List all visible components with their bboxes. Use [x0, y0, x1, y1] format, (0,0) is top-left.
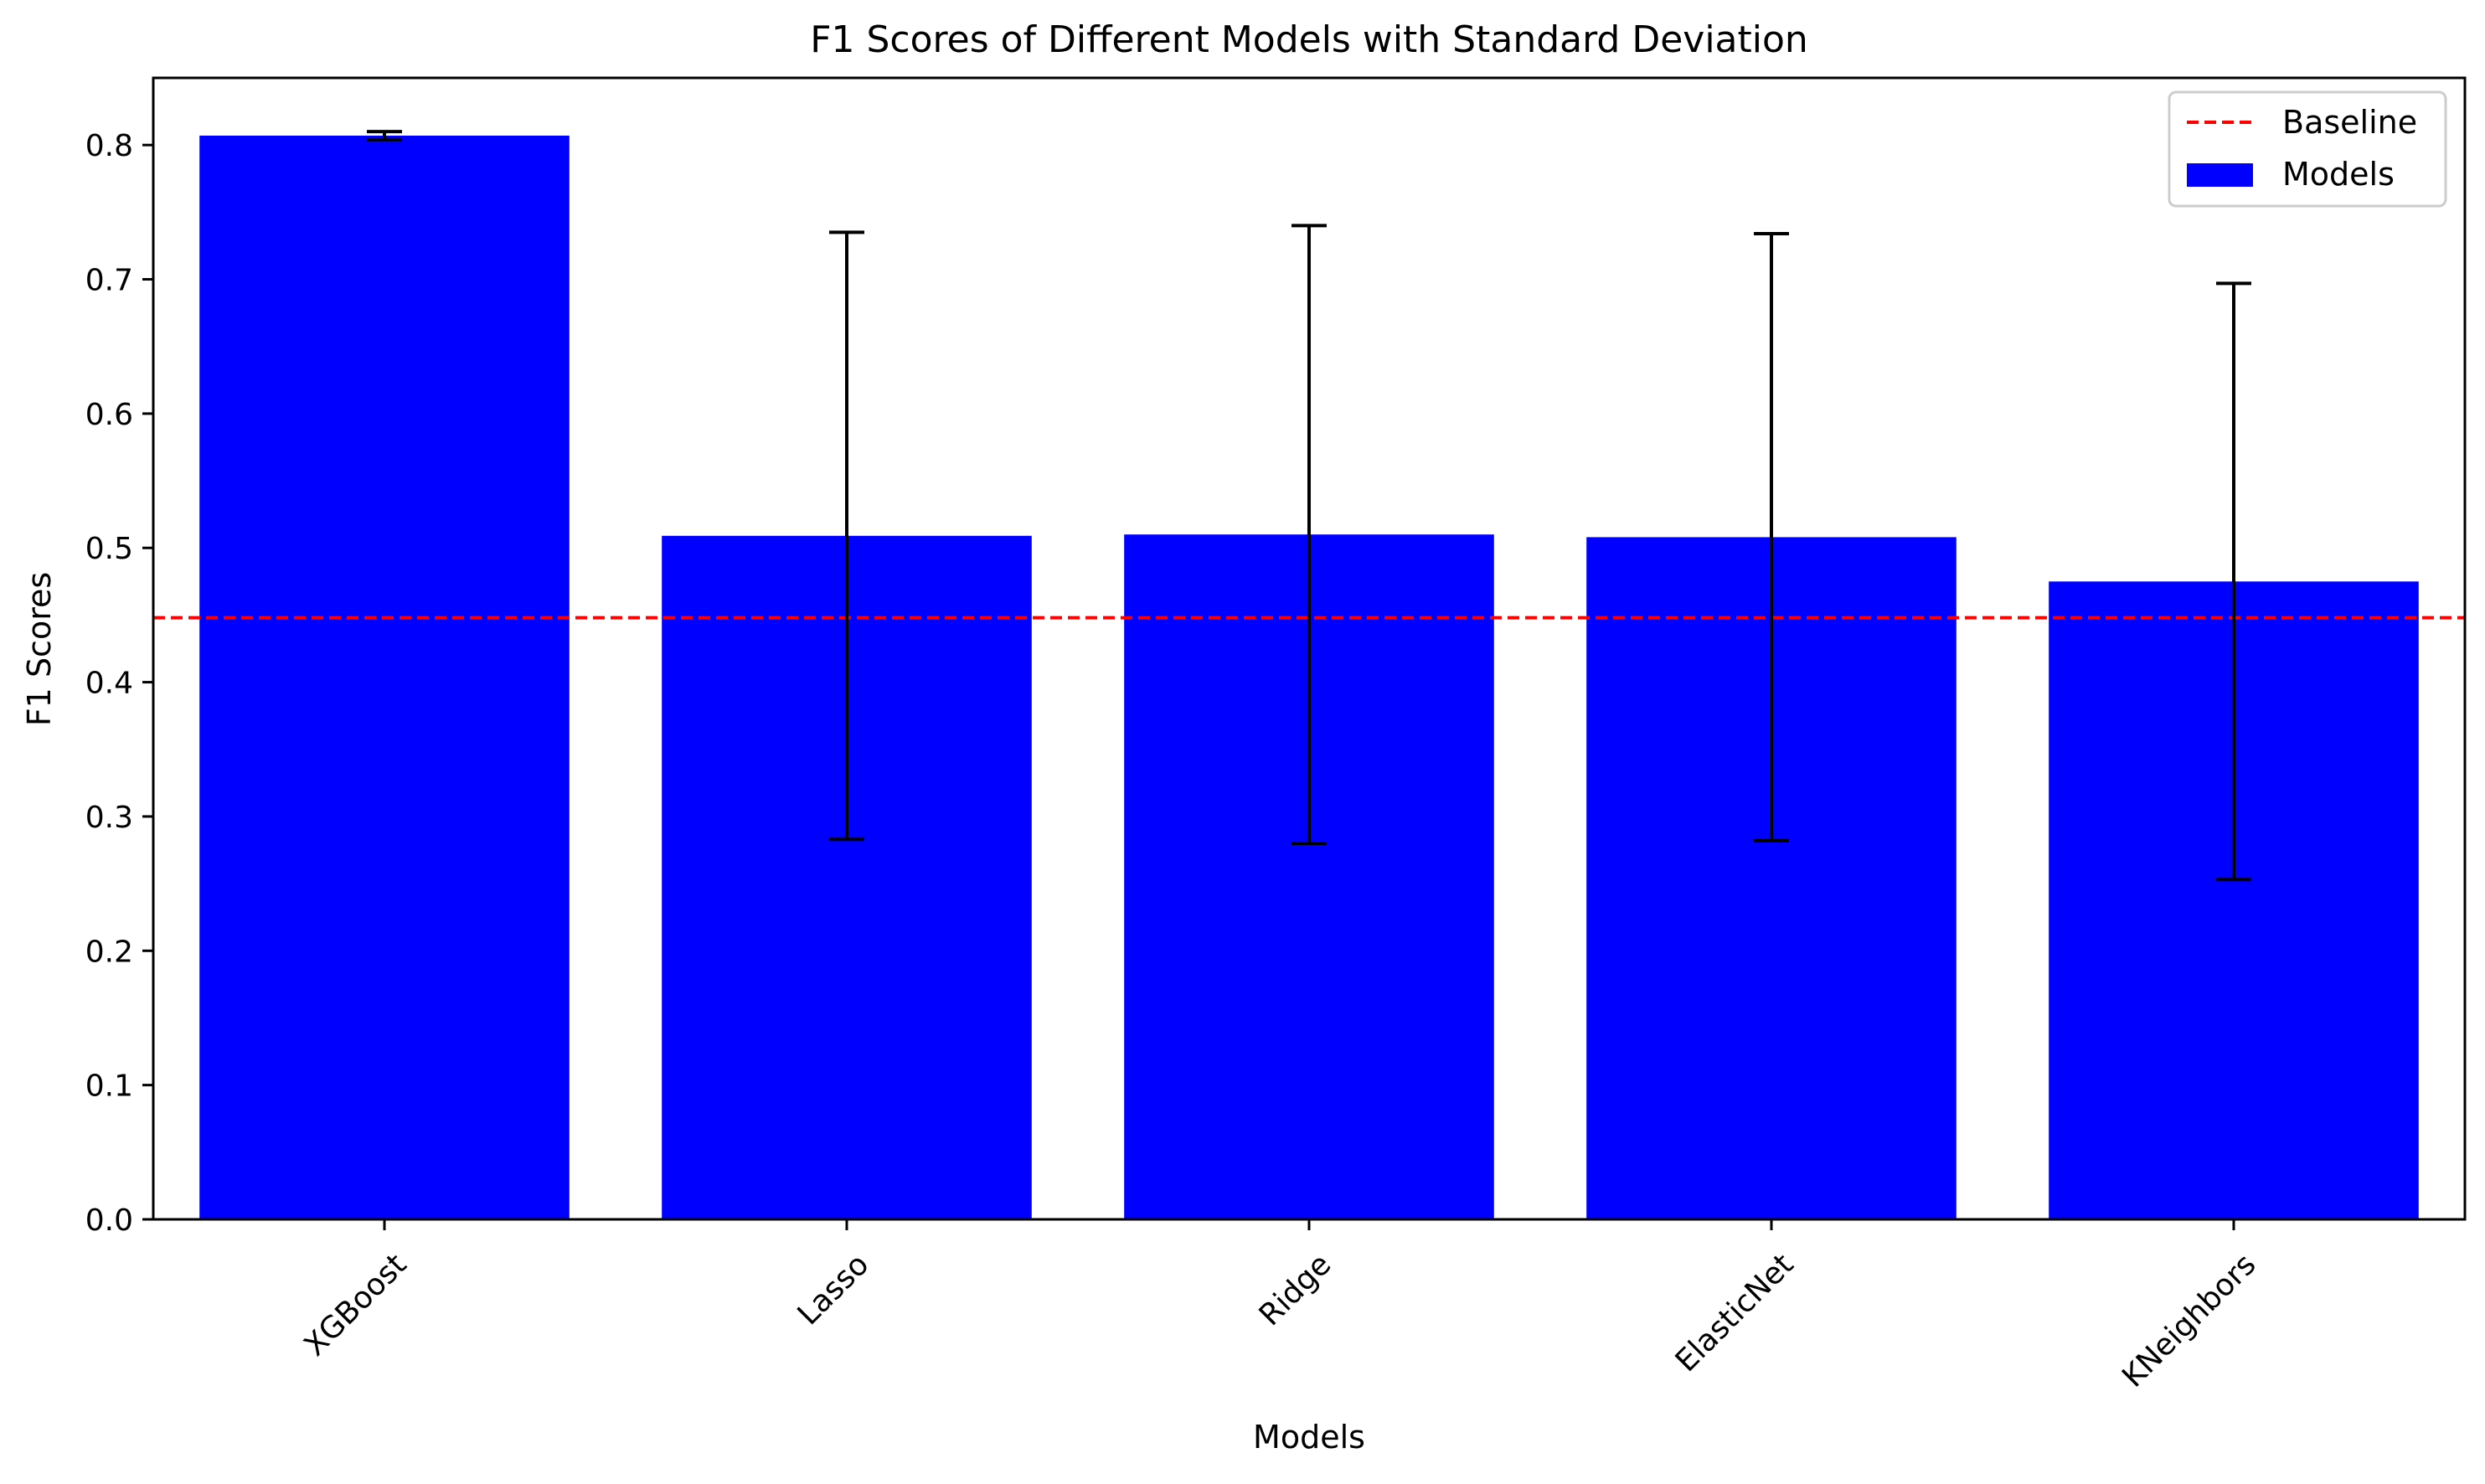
y-tick-label: 0.4 — [85, 667, 133, 701]
legend: Baseline Models — [2168, 90, 2447, 208]
legend-models-swatch — [2187, 163, 2253, 187]
legend-baseline-label: Baseline — [2282, 104, 2417, 141]
y-tick-label: 0.7 — [85, 264, 133, 298]
y-tick-label: 0.5 — [85, 532, 133, 566]
y-tick-label: 0.6 — [85, 398, 133, 432]
y-tick-label: 0.8 — [85, 129, 133, 163]
errorbars-layer — [367, 130, 2251, 882]
chart-title: F1 Scores of Different Models with Stand… — [810, 18, 1808, 61]
y-axis-label: F1 Scores — [21, 572, 58, 726]
y-tick-label: 0.1 — [85, 1069, 133, 1104]
y-tick-label: 0.2 — [85, 935, 133, 969]
legend-models-label: Models — [2282, 156, 2395, 193]
bar-xgboost — [199, 135, 570, 1219]
y-tick-label: 0.0 — [85, 1203, 133, 1238]
y-axis: 0.0 0.1 0.2 0.3 0.4 0.5 0.6 0.7 0.8 — [85, 129, 153, 1238]
x-axis-label: Models — [1253, 1419, 1365, 1456]
y-tick-label: 0.3 — [85, 801, 133, 835]
